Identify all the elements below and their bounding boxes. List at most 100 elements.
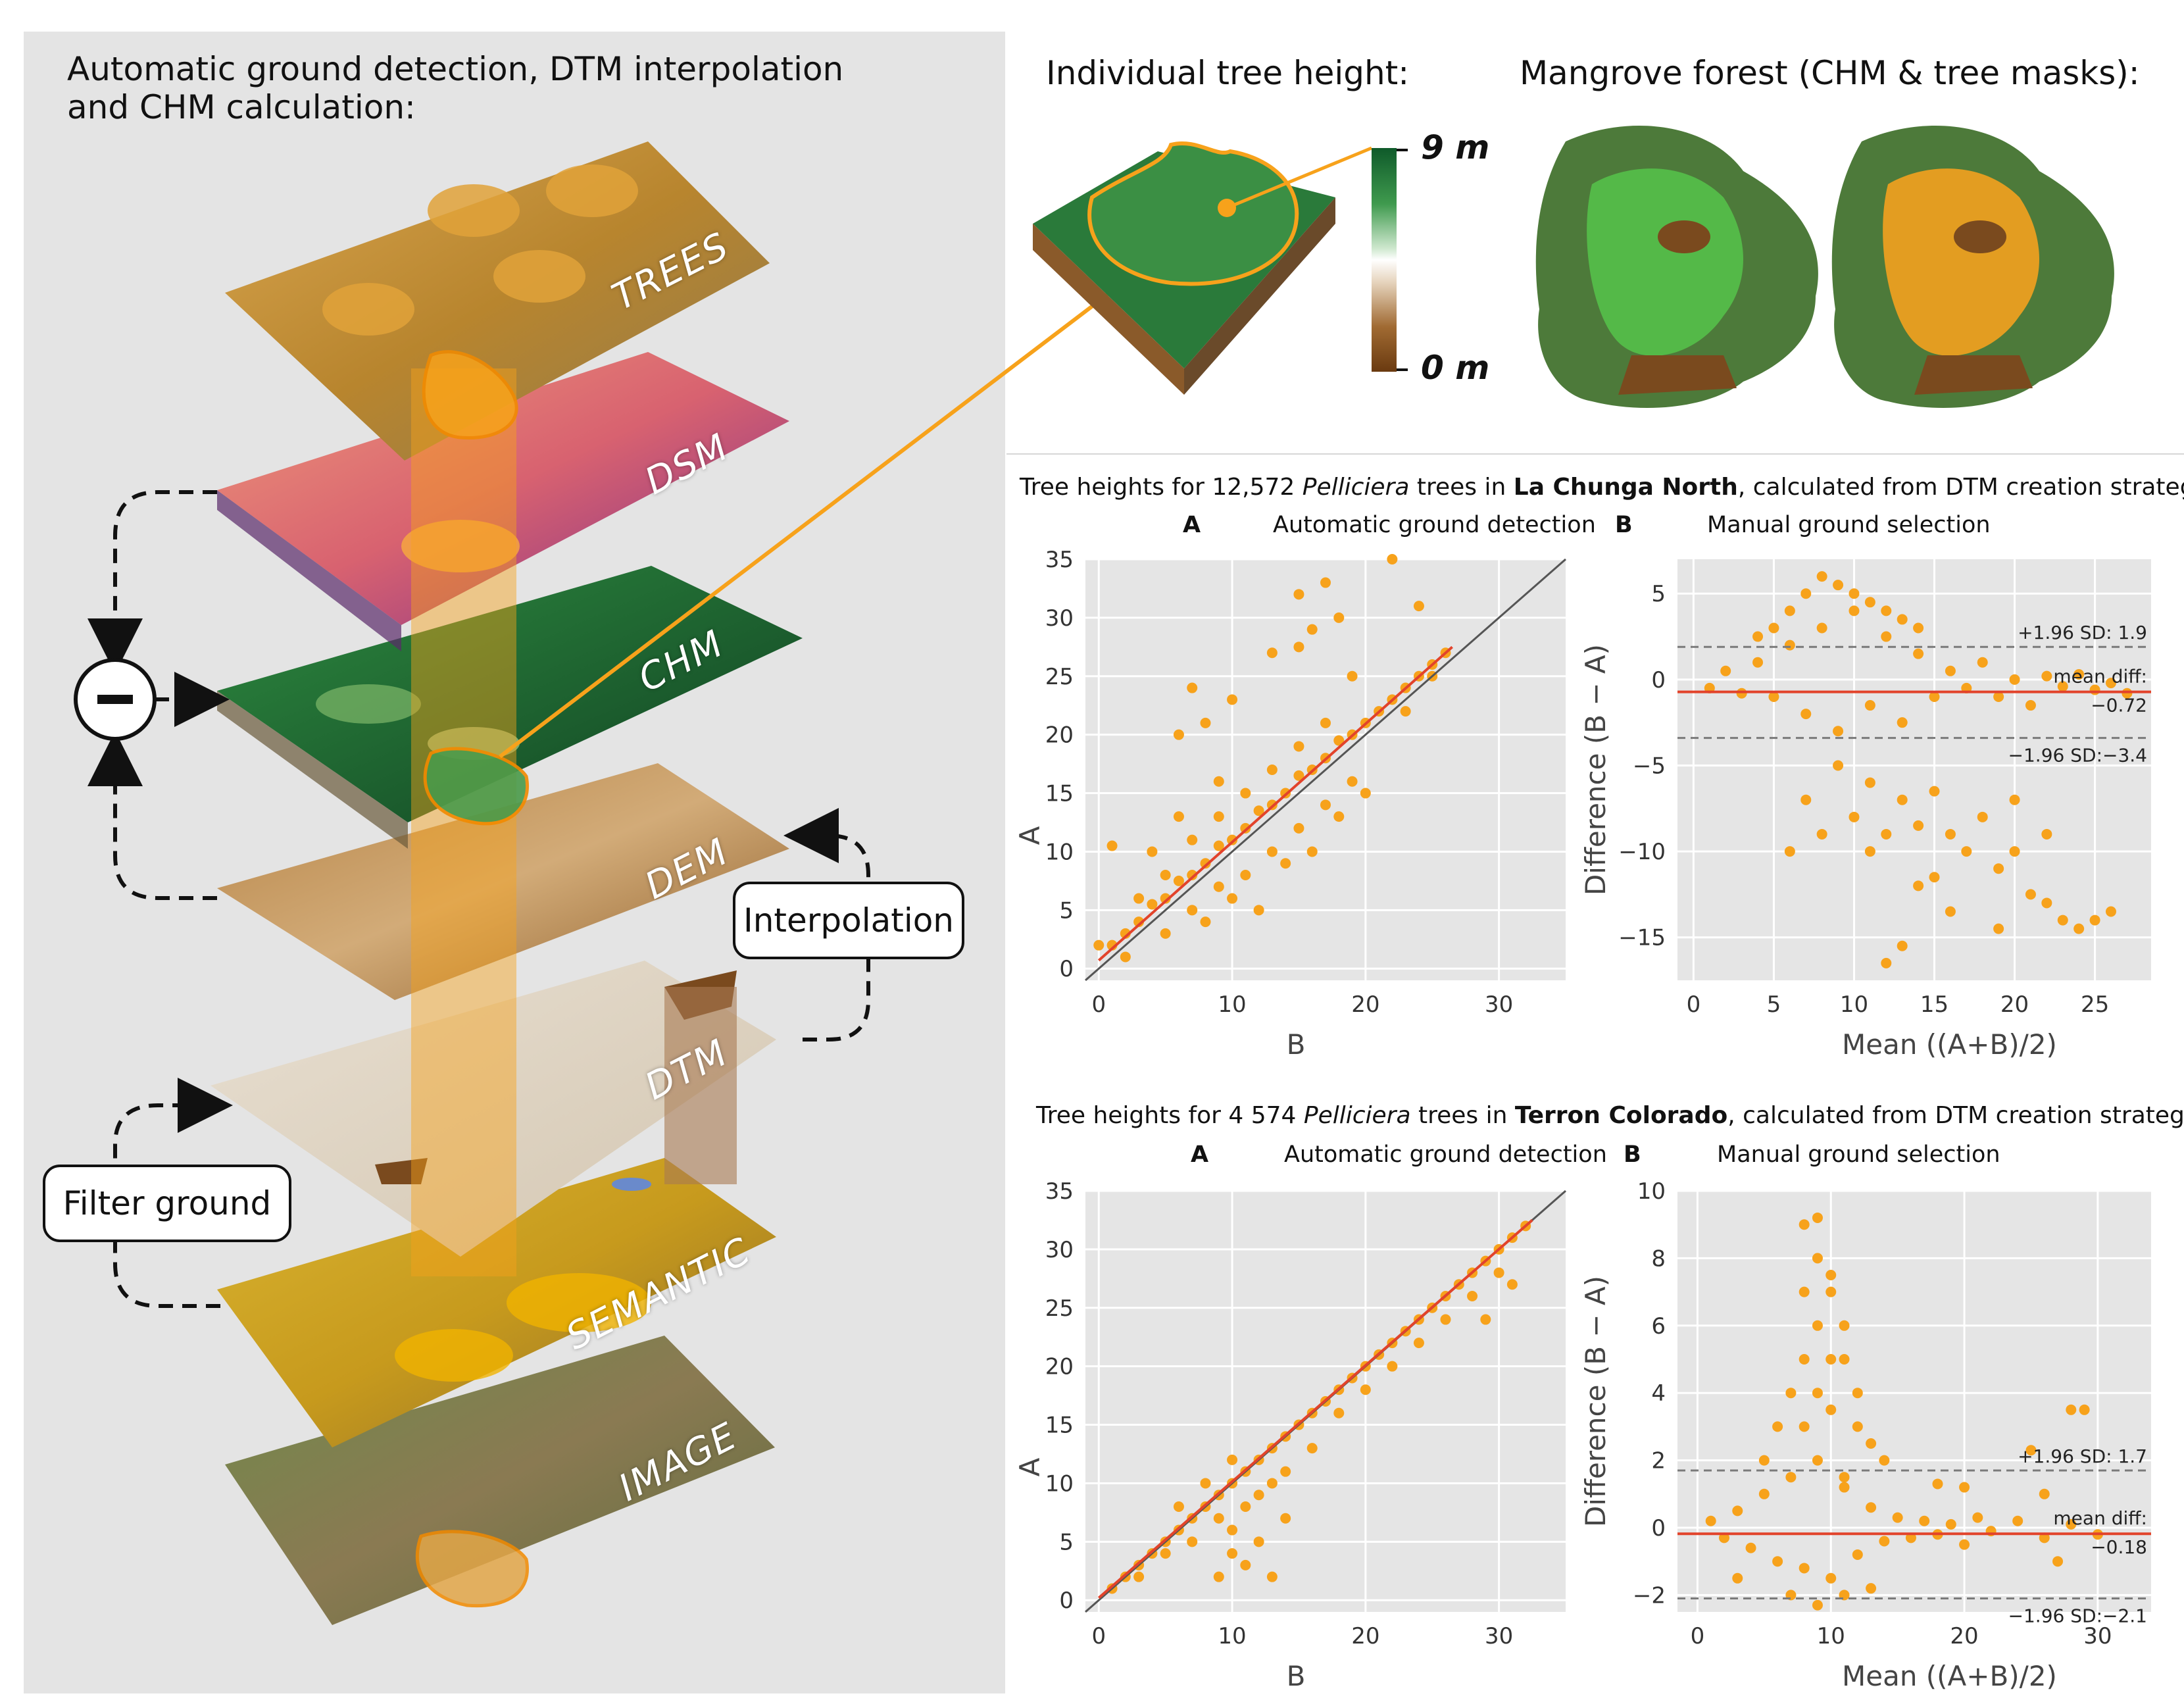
data-point — [1293, 770, 1304, 781]
data-point — [2105, 906, 2116, 917]
data-point — [1227, 1548, 1238, 1559]
mean-diff-label: mean diff: — [2053, 1507, 2147, 1529]
data-point — [1227, 834, 1238, 845]
data-point — [1133, 893, 1145, 904]
data-point — [1905, 1532, 1916, 1543]
data-point — [1413, 1338, 1424, 1349]
left-panel-title: Automatic ground detection, DTM interpol… — [67, 50, 844, 126]
semantic-layer — [217, 1158, 776, 1447]
data-point — [2041, 828, 2052, 840]
data-point — [1266, 647, 1278, 659]
data-point — [1800, 588, 1812, 599]
data-point — [1913, 648, 1924, 659]
data-point — [1705, 1515, 1716, 1526]
data-point — [1784, 846, 1795, 857]
data-point — [1240, 1559, 1251, 1570]
data-point — [1440, 1314, 1451, 1325]
x-tick-label: 0 — [1091, 1623, 1106, 1649]
data-point — [1825, 1286, 1837, 1297]
section2-a-text: Automatic ground detection — [1284, 1142, 1607, 1168]
dsm-layer — [217, 352, 789, 651]
legend-min-label: 0 m — [1421, 349, 1490, 387]
data-point — [1253, 905, 1264, 916]
data-point — [2025, 889, 2036, 900]
data-point — [2025, 1445, 2037, 1456]
mangrove-chm-map — [1535, 125, 1818, 408]
data-point — [2039, 1488, 2050, 1499]
data-point — [1187, 682, 1198, 693]
data-point — [1266, 1478, 1278, 1489]
data-point — [1213, 1571, 1224, 1582]
data-point — [1400, 706, 1411, 717]
y-tick-label: 5 — [1059, 897, 1074, 924]
data-point — [1360, 1384, 1371, 1395]
data-point — [1839, 1354, 1850, 1365]
data-point — [1799, 1219, 1810, 1230]
interpolation-label: Interpolation — [733, 882, 964, 959]
section2-a-letter: A — [1191, 1142, 1209, 1168]
data-point — [1293, 822, 1304, 834]
data-point — [1280, 1466, 1291, 1477]
section1-b-text: Manual ground selection — [1707, 512, 1991, 538]
chm-layer — [217, 566, 803, 849]
data-point — [1913, 880, 1924, 891]
data-point — [2073, 923, 2085, 934]
data-point — [1133, 1571, 1145, 1582]
data-point — [1106, 840, 1118, 851]
data-point — [1929, 872, 1940, 883]
data-point — [2009, 674, 2020, 685]
data-point — [1839, 1320, 1850, 1331]
y-tick-label: 35 — [1045, 1178, 1074, 1205]
x-tick-label: 20 — [1351, 991, 1379, 1018]
data-point — [1227, 694, 1238, 705]
data-point — [1849, 588, 1860, 599]
data-point — [2041, 897, 2052, 909]
x-tick-label: 0 — [1091, 991, 1106, 1018]
data-point — [1929, 786, 1940, 797]
y-tick-label: 15 — [1045, 1413, 1074, 1439]
data-point — [1800, 709, 1812, 720]
x-tick-label: 30 — [1485, 991, 1513, 1018]
regression-line — [1097, 645, 1453, 962]
data-point — [1929, 691, 1940, 702]
data-point — [1768, 691, 1779, 702]
data-point — [1897, 717, 1908, 728]
data-point — [1732, 1572, 1743, 1584]
data-point — [1173, 1501, 1184, 1512]
mean-diff-value: −0.72 — [2091, 695, 2147, 716]
data-point — [1320, 717, 1331, 728]
data-point — [1227, 1454, 1238, 1465]
data-point — [1480, 1314, 1491, 1325]
data-point — [2012, 1515, 2023, 1526]
data-point — [1833, 760, 1844, 771]
y-tick-label: −5 — [1633, 753, 1666, 779]
data-point — [1812, 1388, 1823, 1399]
data-point — [1812, 1599, 1823, 1611]
data-point — [1959, 1482, 1970, 1493]
data-point — [1919, 1515, 1930, 1526]
data-point — [2066, 1404, 2077, 1415]
data-point — [1347, 670, 1358, 682]
data-point — [1864, 777, 1875, 788]
data-point — [2057, 681, 2068, 692]
lower-loa-label: −1.96 SD:−2.1 — [2008, 1605, 2147, 1627]
y-tick-label: 4 — [1651, 1380, 1666, 1407]
y-tick-label: 35 — [1045, 547, 1074, 573]
data-point — [1881, 957, 1892, 968]
data-point — [1977, 657, 1988, 668]
data-point — [1825, 1354, 1837, 1365]
data-point — [1093, 940, 1104, 951]
data-point — [2089, 915, 2100, 926]
data-point — [1799, 1286, 1810, 1297]
data-point — [2041, 670, 2052, 682]
data-point — [1864, 700, 1875, 711]
filter-ground-label: Filter ground — [43, 1165, 291, 1242]
data-point — [1785, 1388, 1797, 1399]
data-point — [1833, 580, 1844, 591]
data-point — [1227, 893, 1238, 904]
section2-b-text: Manual ground selection — [1717, 1142, 2000, 1168]
y-tick-label: 30 — [1045, 1237, 1074, 1263]
x-tick-label: 20 — [1950, 1623, 1978, 1649]
